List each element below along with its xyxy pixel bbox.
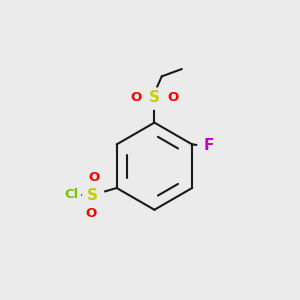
Text: Cl: Cl	[64, 188, 79, 201]
Text: S: S	[149, 90, 160, 105]
Text: S: S	[87, 188, 98, 203]
Text: O: O	[130, 91, 142, 104]
Text: F: F	[203, 138, 214, 153]
Text: O: O	[85, 207, 97, 220]
Text: O: O	[167, 91, 178, 104]
Text: O: O	[88, 171, 100, 184]
